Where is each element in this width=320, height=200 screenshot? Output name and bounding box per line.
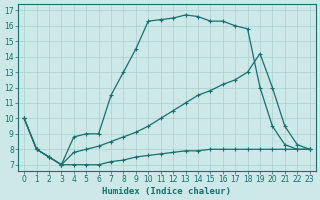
- X-axis label: Humidex (Indice chaleur): Humidex (Indice chaleur): [102, 187, 231, 196]
